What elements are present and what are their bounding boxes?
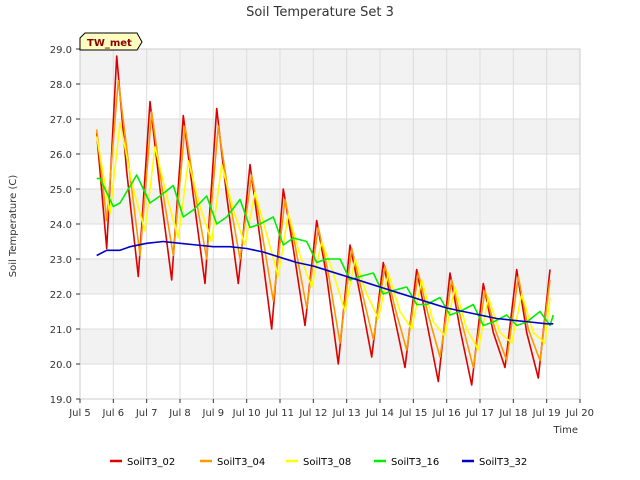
y-tick-label: 20.0 — [50, 360, 72, 371]
badge-shape — [79, 32, 143, 51]
x-tick-label: Jul 12 — [298, 408, 327, 419]
x-tick-label: Jul 18 — [498, 408, 527, 419]
y-tick-label: 25.0 — [50, 185, 72, 196]
y-axis-label: Soil Temperature (C) — [8, 175, 19, 278]
x-tick-label: Jul 7 — [135, 408, 158, 419]
x-tick-label: Jul 10 — [232, 408, 261, 419]
y-axis-ticks: 19.0 20.0 21.0 22.0 23.0 24.0 25.0 26.0 27.0 28.0… — [50, 45, 80, 406]
x-tick-label: Jul 13 — [332, 408, 361, 419]
y-tick-label: 28.0 — [50, 80, 72, 91]
y-tick-label: 24.0 — [50, 220, 72, 231]
y-tick-label: 26.0 — [50, 150, 72, 161]
y-tick-label: 29.0 — [50, 45, 72, 56]
series-line-soilt3-32 — [96, 240, 554, 325]
x-tick-label: Jul 11 — [265, 408, 294, 419]
badge-label: TW_met — [87, 38, 132, 49]
station-badge: TW_met — [79, 32, 143, 51]
x-tick-label: Jul 17 — [465, 408, 494, 419]
x-tick-label: Jul 8 — [168, 408, 191, 419]
y-tick-label: 19.0 — [50, 395, 72, 406]
series-line-soilt3-04 — [95, 79, 551, 369]
chart-title: Soil Temperature Set 3 — [246, 5, 394, 20]
x-tick-label: Jul 19 — [532, 408, 561, 419]
x-tick-label: Jul 20 — [565, 408, 594, 419]
x-tick-label: Jul 14 — [365, 408, 394, 419]
x-tick-label: Jul 6 — [102, 408, 125, 419]
x-axis-ticks: Jul 5 Jul 6 Jul 7 Jul 8 Jul 9 Jul 10 Jul 11 Jul… — [68, 399, 594, 419]
plot-band — [80, 189, 580, 224]
y-tick-label: 21.0 — [50, 325, 72, 336]
y-tick-label: 27.0 — [50, 115, 72, 126]
series-line-soilt3-08 — [95, 121, 551, 351]
x-tick-label: Jul 15 — [398, 408, 427, 419]
y-tick-label: 23.0 — [50, 255, 72, 266]
legend-label: SoilT3_04 — [217, 457, 265, 468]
legend: SoilT3_02 SoilT3_04 SoilT3_08 SoilT3_16 Soil… — [110, 457, 527, 468]
x-axis-label: Time — [553, 425, 578, 436]
legend-label: SoilT3_02 — [127, 457, 175, 468]
x-tick-label: Jul 9 — [202, 408, 225, 419]
legend-label: SoilT3_32 — [479, 457, 527, 468]
plot-band — [80, 49, 580, 84]
x-tick-label: Jul 16 — [432, 408, 461, 419]
plot-band — [80, 119, 580, 154]
series-lines — [95, 55, 555, 386]
y-tick-label: 22.0 — [50, 290, 72, 301]
legend-label: SoilT3_16 — [391, 457, 439, 468]
x-tick-label: Jul 5 — [68, 408, 91, 419]
legend-label: SoilT3_08 — [303, 457, 351, 468]
plot-band — [80, 329, 580, 364]
series-line-soilt3-16 — [96, 174, 555, 327]
